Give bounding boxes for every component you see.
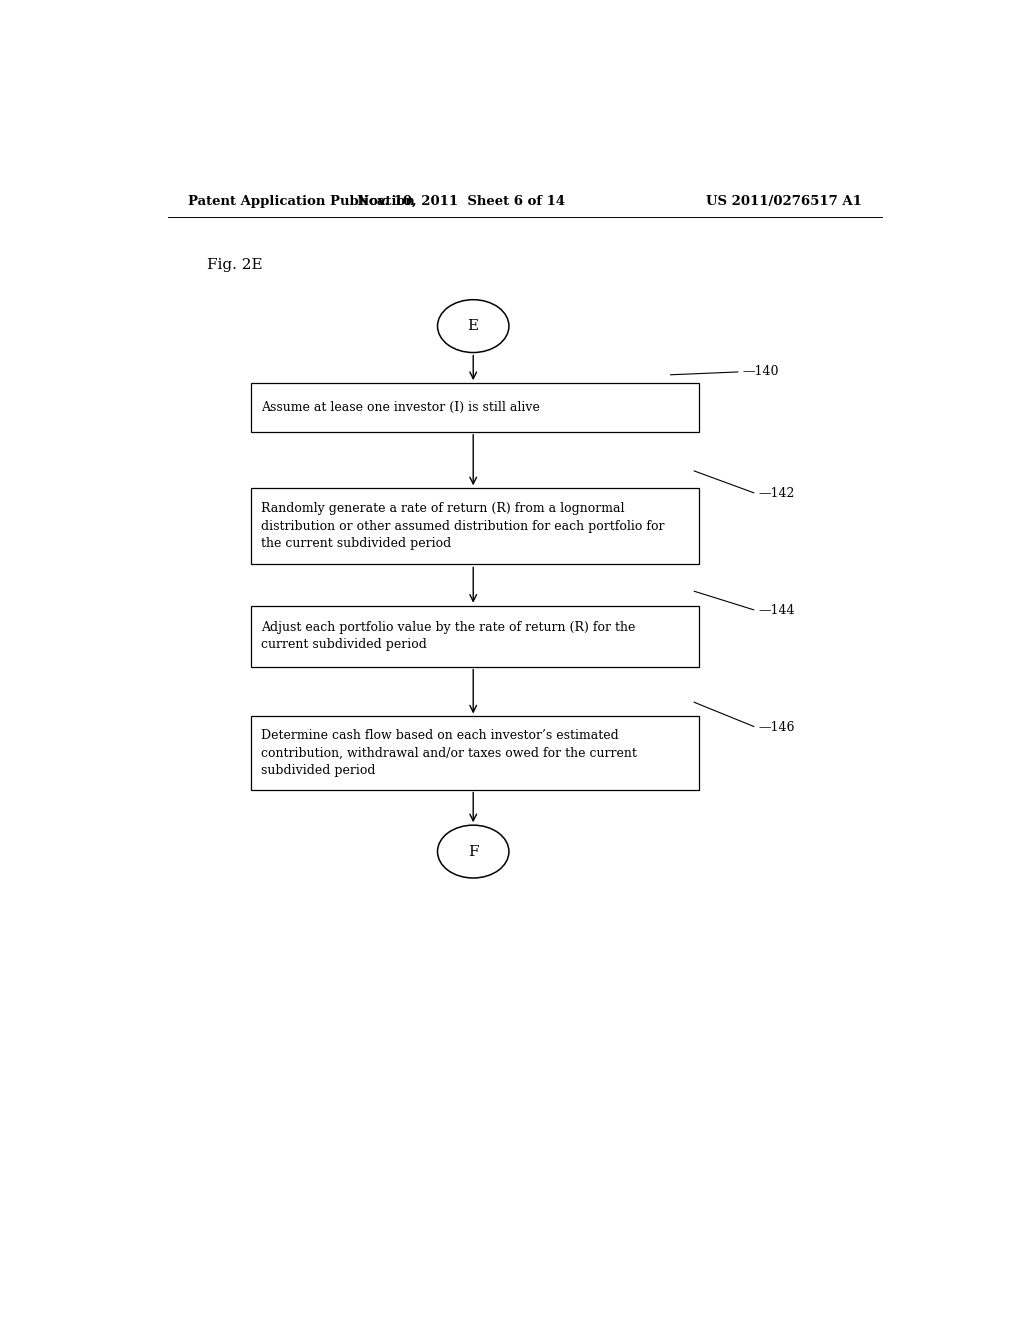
Text: Fig. 2E: Fig. 2E bbox=[207, 259, 263, 272]
Text: —140: —140 bbox=[742, 366, 778, 379]
Bar bbox=[251, 383, 699, 432]
Text: Assume at lease one investor (I) is still alive: Assume at lease one investor (I) is stil… bbox=[261, 401, 541, 414]
Text: —146: —146 bbox=[758, 721, 795, 734]
Text: Determine cash flow based on each investor’s estimated
contribution, withdrawal : Determine cash flow based on each invest… bbox=[261, 729, 637, 777]
Bar bbox=[251, 488, 699, 565]
Text: Patent Application Publication: Patent Application Publication bbox=[187, 194, 415, 207]
Text: Nov. 10, 2011  Sheet 6 of 14: Nov. 10, 2011 Sheet 6 of 14 bbox=[357, 194, 565, 207]
Text: F: F bbox=[468, 845, 478, 858]
Bar bbox=[251, 606, 699, 667]
Text: Randomly generate a rate of return (R) from a lognormal
distribution or other as: Randomly generate a rate of return (R) f… bbox=[261, 503, 665, 550]
Bar bbox=[251, 717, 699, 789]
Text: —144: —144 bbox=[758, 605, 795, 618]
Text: —142: —142 bbox=[758, 487, 795, 500]
Text: US 2011/0276517 A1: US 2011/0276517 A1 bbox=[707, 194, 862, 207]
Text: Adjust each portfolio value by the rate of return (R) for the
current subdivided: Adjust each portfolio value by the rate … bbox=[261, 620, 636, 651]
Text: E: E bbox=[468, 319, 479, 333]
